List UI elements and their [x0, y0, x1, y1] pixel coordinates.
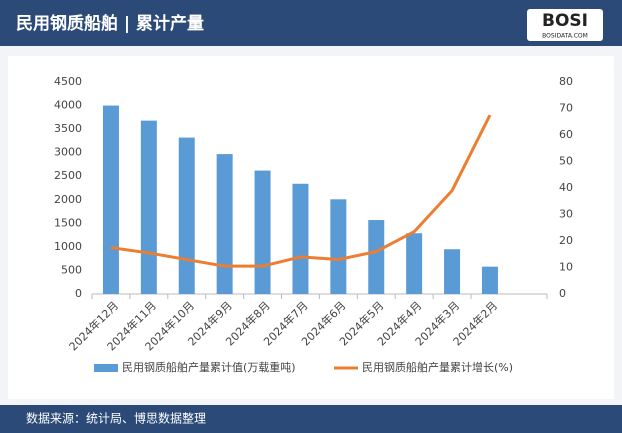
y-tick-label: 0 — [75, 287, 82, 300]
bar — [140, 120, 157, 295]
chart-title: 民用钢质船舶 | 累计产量 — [16, 13, 204, 34]
bar — [481, 266, 498, 294]
bar — [216, 154, 233, 294]
bar — [368, 220, 385, 294]
bar — [292, 183, 309, 294]
y2-tick-label: 80 — [559, 75, 573, 88]
footer — [0, 405, 622, 433]
y2-tick-label: 70 — [559, 102, 573, 115]
y-tick-label: 1000 — [54, 240, 82, 253]
bar — [178, 137, 195, 294]
header — [0, 0, 622, 46]
legend-label: 民用钢质船舶产量累计值(万载重吨) — [122, 360, 296, 374]
y2-tick-label: 0 — [559, 287, 566, 300]
y-tick-label: 2500 — [54, 169, 82, 182]
y-tick-label: 1500 — [54, 216, 82, 229]
y2-tick-label: 50 — [559, 155, 573, 168]
logo-sub: BOSIDATA.COM — [542, 33, 588, 40]
logo-box — [527, 9, 603, 41]
bar — [102, 105, 119, 294]
y-tick-label: 2000 — [54, 193, 82, 206]
y2-tick-label: 60 — [559, 128, 573, 141]
bar — [406, 233, 423, 294]
legend-label: 民用钢质船舶产量累计增长(%) — [362, 360, 513, 374]
y-tick-label: 3000 — [54, 146, 82, 159]
legend-swatch — [94, 364, 118, 372]
y-tick-label: 3500 — [54, 122, 82, 135]
logo: BOSI — [542, 11, 588, 31]
bar — [254, 170, 271, 294]
source: 数据来源：统计局、博思数据整理 — [26, 411, 206, 426]
bar — [444, 249, 461, 294]
y2-tick-label: 40 — [559, 181, 573, 194]
y2-tick-label: 20 — [559, 234, 573, 247]
y-tick-label: 500 — [61, 263, 82, 276]
line — [110, 114, 492, 268]
y2-tick-label: 30 — [559, 208, 573, 221]
y2-tick-label: 10 — [559, 261, 573, 274]
plot-panel — [8, 56, 614, 399]
y-tick-label: 4500 — [54, 75, 82, 88]
bar — [330, 199, 347, 294]
y-tick-label: 4000 — [54, 99, 82, 112]
